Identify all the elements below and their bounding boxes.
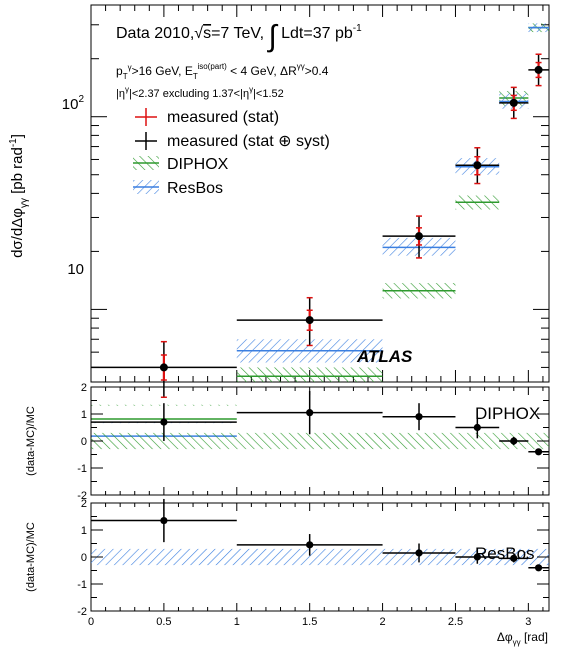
ratio-diphox-point [510,437,518,445]
ratio-diphox-point [415,413,423,421]
ratio-resbos-ytick-label: -2 [77,606,87,618]
ratio-resbos-point [306,541,314,549]
atlas-label: ATLAS [356,347,413,366]
x-tick-label: 0 [88,616,94,628]
ratio-resbos-point [534,564,543,572]
ratio-diphox-points [91,391,549,456]
x-tick-label: 0.5 [156,616,171,628]
main-plot-frame [90,4,550,383]
main-panel: 10 102 dσ/dΔφγγ [pb rad-1] Data 2010,√s=… [8,4,550,437]
ratio-resbos-ytick-label: 1 [81,525,87,537]
info-line-cuts: pTγ>16 GeV, ETiso(part) < 4 GeV, ΔRγγ>0.… [116,62,329,81]
ratio-resbos-ylabel: (data-MC)/MC [25,522,37,592]
ratio-diphox-point [306,409,314,417]
x-tick-label: 2.5 [448,616,463,628]
legend-diphox: DIPHOX [133,156,229,173]
measured-point [473,161,482,170]
ratio-resbos-point [160,516,168,525]
ratio-resbos-points [91,498,549,572]
legend-label-measured-syst: measured (stat ⊕ syst) [167,133,330,150]
ratio-panel-resbos: -2 -1 0 1 2 ResBos (data-MC)/MC 0 0.5 1 1.5 2 2.5… [25,498,550,647]
legend-measured-syst: measured (stat ⊕ syst) [135,132,330,150]
measured-points [91,53,549,399]
legend: measured (stat) measured (stat ⊕ syst) D… [133,108,330,197]
x-tick-label: 1 [234,616,240,628]
ratio-diphox-band [91,432,549,450]
ratio-diphox-point [534,448,543,456]
ratio-diphox-ytick-label: -1 [77,463,87,475]
ratio-resbos-ytick-label: -1 [77,579,87,591]
ratio-diphox-ytick-label: 0 [81,436,87,448]
measured-point [159,363,168,372]
ratio-diphox-label: DIPHOX [475,404,540,423]
x-axis-label: Δφγγ [rad] [497,630,548,647]
x-tick-label: 1.5 [302,616,317,628]
ratio-resbos-point [473,553,481,561]
ratio-resbos-ticks: -2 -1 0 1 2 [77,498,549,618]
legend-label-diphox: DIPHOX [167,156,229,173]
main-tick-marks [90,5,549,382]
measured-point [305,316,314,325]
ratio-diphox-ylabel: (data-MC)/MC [25,406,37,476]
legend-resbos: ResBos [133,180,223,197]
x-tick-label: 2 [380,616,386,628]
measured-point [509,98,518,107]
legend-label-measured-stat: measured (stat) [167,109,279,126]
ratio-resbos-label: ResBos [475,544,535,563]
ytick-label-10: 10 [67,261,84,278]
measured-point [534,65,543,74]
main-ylabel: dσ/dΔφγγ [pb rad-1] [8,134,30,258]
resbos-bands [91,23,549,437]
ratio-diphox-point [160,418,168,426]
ratio-diphox-point [473,423,481,432]
ratio-resbos-ytick-label: 2 [81,498,87,510]
info-line-eta: |ηγ|<2.37 excluding 1.37<|ηγ|<1.52 [116,85,284,100]
ratio-diphox-ticks: -2 -1 0 1 2 [77,382,549,502]
ratio-panel-diphox: -2 -1 0 1 2 DIPHOX (data-MC)/MC [25,382,550,502]
info-line-dataset: Data 2010,√s=7 TeV, ∫ Ldt=37 pb-1 [116,20,362,53]
ratio-diphox-ytick-label: 2 [81,382,87,394]
ratio-diphox-ytick-label: 1 [81,409,87,421]
legend-label-resbos: ResBos [167,180,223,197]
diphox-band-bin [236,367,383,382]
x-tick-label: 3 [525,616,531,628]
ratio-resbos-point [415,549,423,557]
ratio-resbos-point [510,554,518,562]
x-tick-labels: 0 0.5 1 1.5 2 2.5 3 [88,616,531,628]
ratio-diphox-uncertainty-band [91,432,549,450]
ytick-label-100: 102 [62,94,85,113]
measured-point [415,232,424,241]
legend-measured-stat: measured (stat) [135,108,279,126]
ratio-resbos-ytick-label: 0 [81,552,87,564]
ratio-diphox-ytick-label: -2 [77,490,87,502]
